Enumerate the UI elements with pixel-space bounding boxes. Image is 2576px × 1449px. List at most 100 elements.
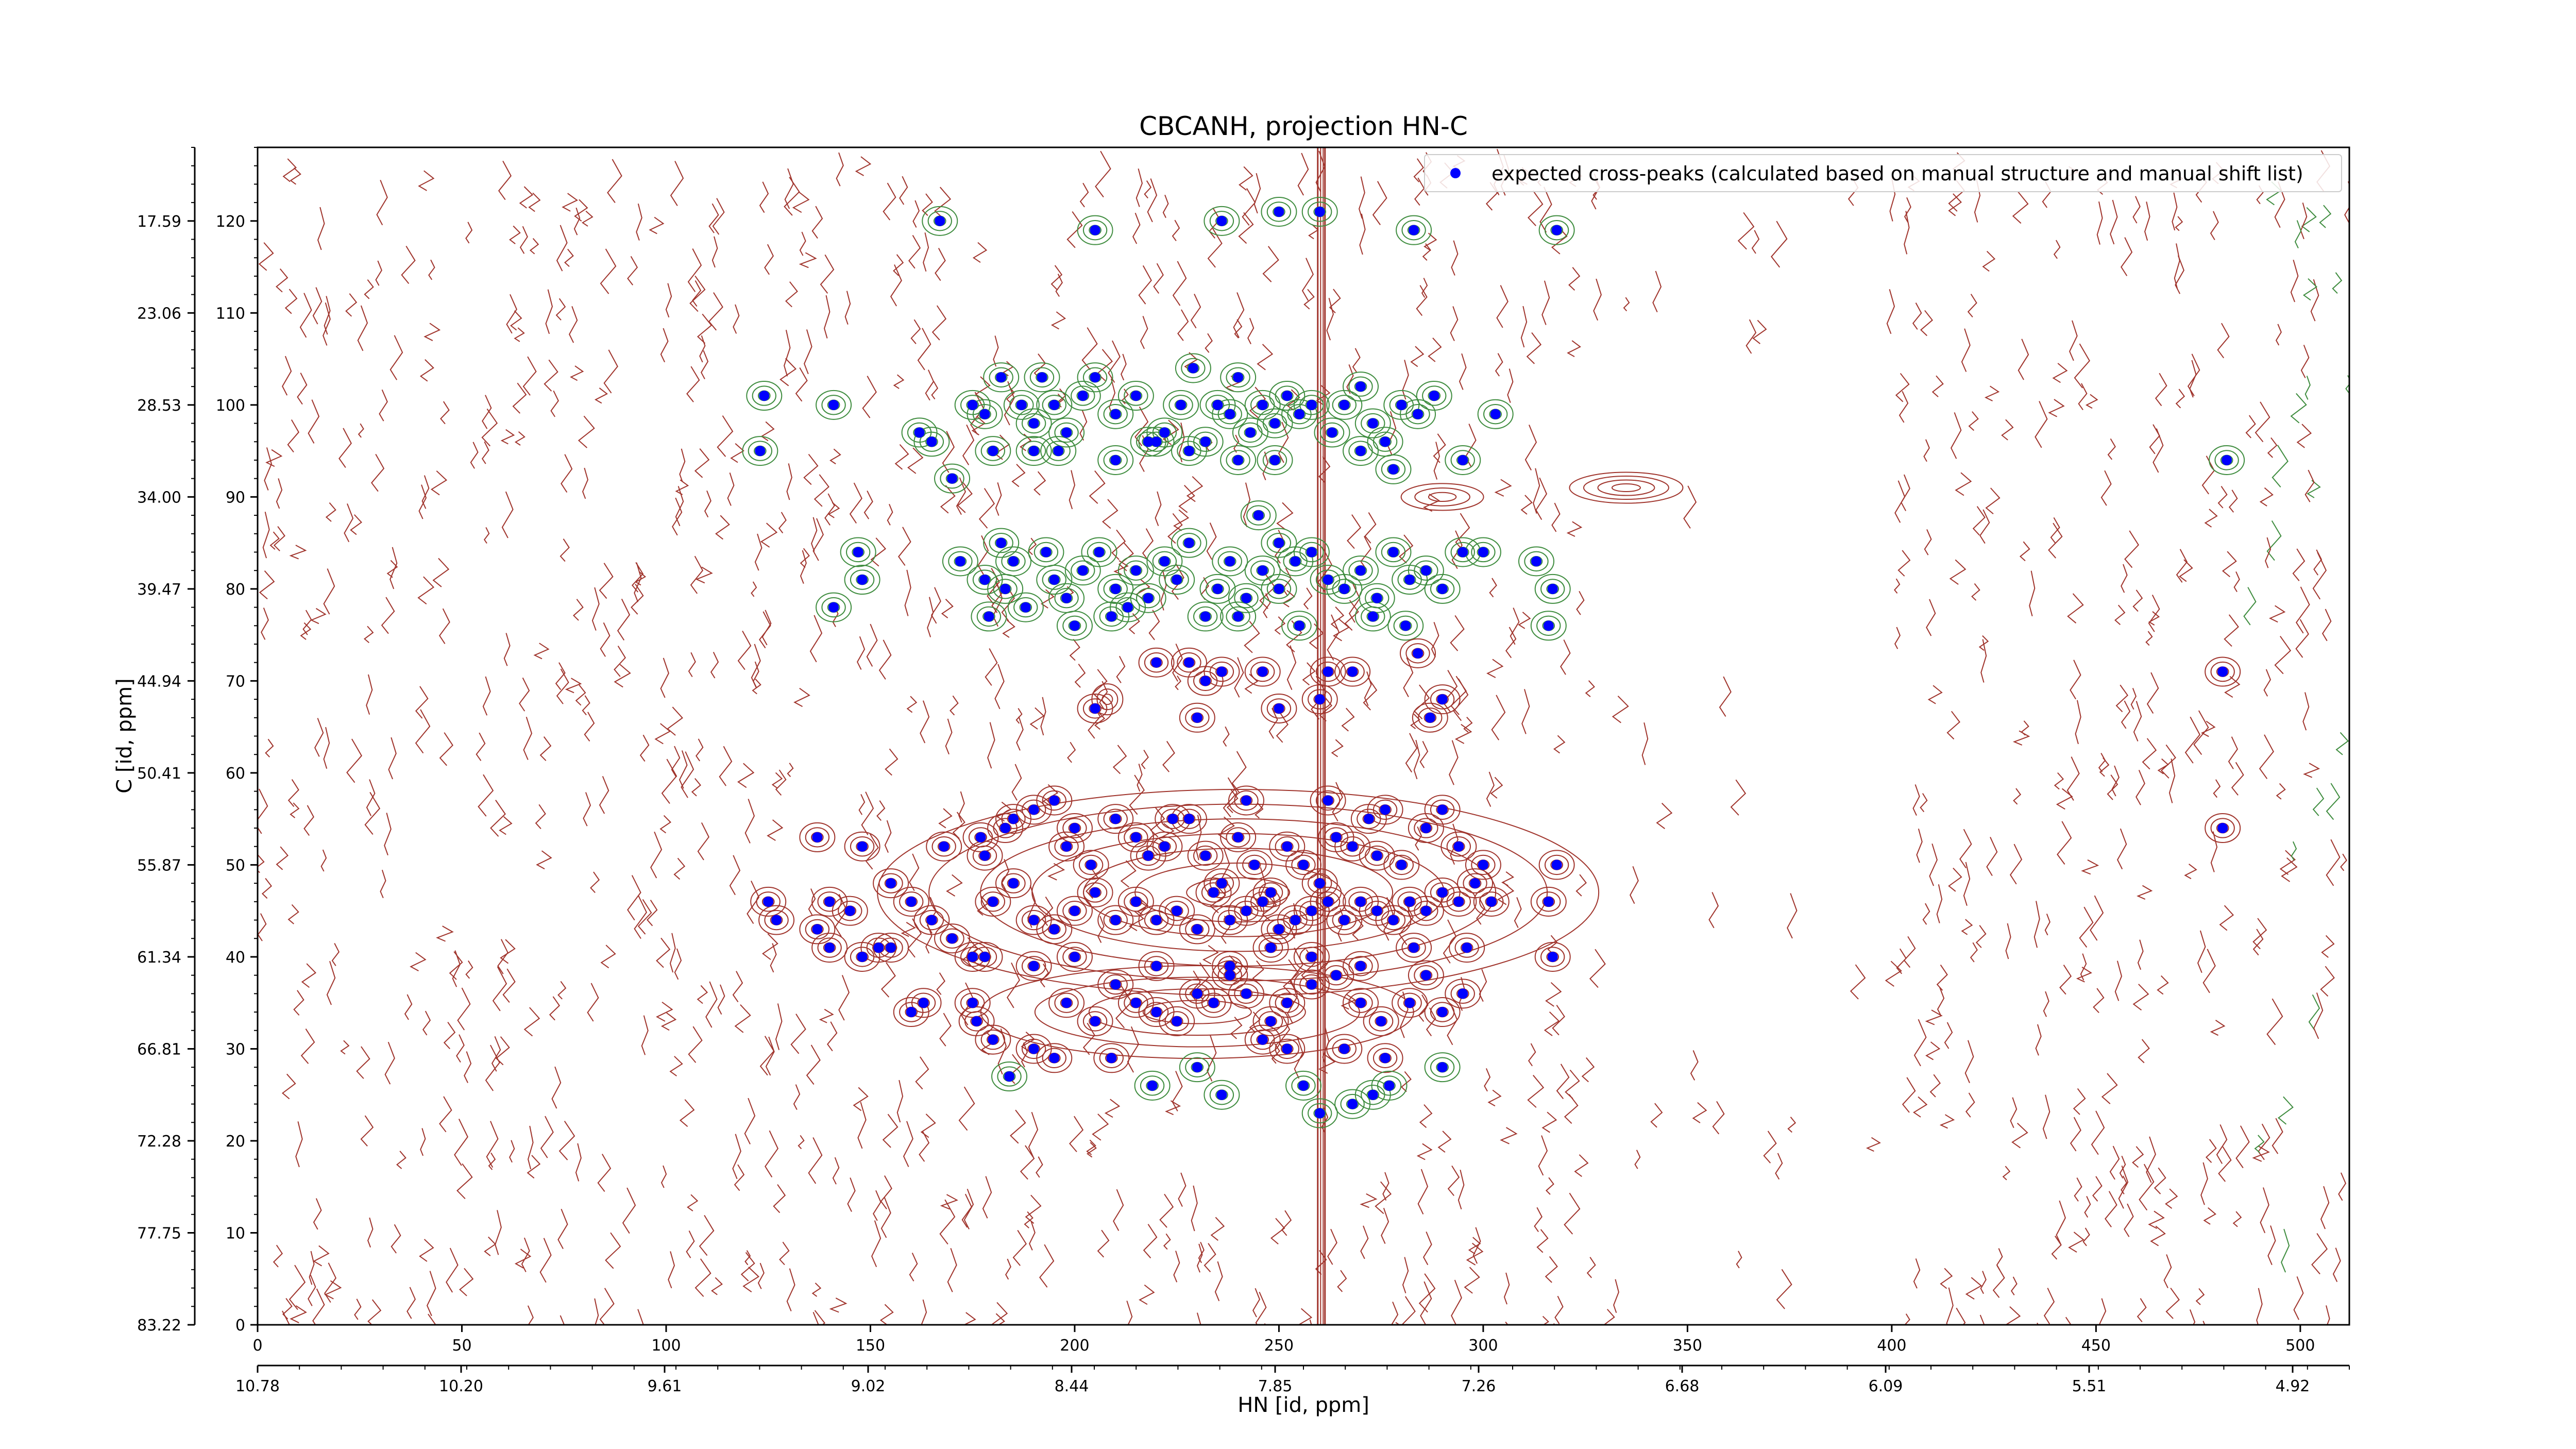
positive-contour	[1193, 845, 1218, 866]
peak-point	[812, 924, 823, 935]
noise-contour	[438, 608, 450, 644]
noise-contour	[2121, 237, 2133, 276]
negative-contour	[1483, 404, 1508, 425]
peak-point	[1069, 620, 1080, 631]
noise-contour	[925, 369, 935, 401]
noise-contour	[1217, 816, 1235, 840]
peak-point	[1265, 1016, 1276, 1026]
positive-contour	[1340, 661, 1365, 682]
negative-contour	[1371, 1070, 1408, 1101]
noise-contour	[978, 488, 995, 529]
noise-contour	[1401, 1296, 1416, 1325]
legend-marker	[1450, 168, 1461, 178]
positive-contour	[980, 891, 1006, 912]
peak-point	[1253, 510, 1264, 521]
noise-contour	[1231, 751, 1247, 794]
peak-point	[1245, 427, 1256, 438]
noise-contour	[495, 1036, 510, 1066]
noise-contour	[2021, 720, 2029, 736]
noise-contour	[308, 1275, 316, 1306]
noise-contour	[1262, 246, 1279, 282]
noise-contour	[856, 636, 866, 670]
noise-contour	[1464, 1267, 1480, 1294]
peak-point	[1069, 823, 1080, 834]
noise-contour	[853, 1087, 869, 1111]
noise-contour	[323, 568, 335, 615]
noise-contour	[2142, 738, 2157, 770]
peak-point	[1008, 878, 1019, 889]
noise-contour	[1708, 892, 1719, 929]
noise-contour	[2001, 419, 2014, 441]
noise-contour	[995, 482, 1002, 516]
negative-contour	[1250, 560, 1275, 581]
positive-contour	[1414, 965, 1438, 986]
positive-contour	[1261, 693, 1297, 723]
noise-contour	[2302, 692, 2310, 731]
noise-contour	[1736, 1251, 1742, 1269]
noise-contour	[1553, 1323, 1555, 1325]
peak-point	[1110, 409, 1121, 419]
peak-point	[1183, 446, 1194, 457]
positive-contour	[1144, 652, 1169, 673]
peak-point	[906, 896, 917, 907]
noise-contour	[522, 356, 537, 396]
noise-contour	[1140, 316, 1148, 349]
negative-contour	[1375, 537, 1412, 567]
negative-contour	[1175, 353, 1211, 383]
noise-contour	[476, 732, 486, 761]
noise-contour	[1950, 412, 1962, 459]
noise-contour	[1920, 793, 1928, 813]
noise-contour	[751, 581, 757, 597]
noise-contour	[1282, 567, 1292, 596]
peak-point	[1192, 988, 1202, 999]
noise-contour	[1113, 1189, 1124, 1231]
peak-point	[1396, 399, 1407, 410]
noise-contour	[1268, 707, 1278, 739]
peak-point	[906, 1007, 917, 1018]
noise-contour	[446, 1248, 459, 1293]
noise-contour	[2255, 401, 2270, 443]
noise-contour	[1006, 962, 1020, 1008]
peak-point	[1147, 1080, 1158, 1091]
negative-contour	[1375, 454, 1412, 484]
negative-contour	[954, 390, 991, 420]
peak-point	[1323, 795, 1333, 806]
noise-contour	[1128, 613, 1140, 634]
noise-contour	[1381, 1208, 1389, 1244]
noise-contour	[276, 846, 289, 870]
positive-contour	[931, 836, 956, 857]
noise-contour	[1979, 509, 1990, 544]
noise-contour	[1489, 578, 1497, 598]
noise-contour	[2073, 1088, 2086, 1115]
positive-contour	[1396, 933, 1432, 963]
positive-contour	[1042, 919, 1066, 940]
noise-contour	[1450, 676, 1467, 715]
positive-contour	[1062, 947, 1087, 967]
noise-contour	[388, 737, 397, 780]
noise-contour	[2136, 770, 2145, 805]
negative-contour	[845, 542, 871, 563]
noise-contour	[917, 328, 931, 370]
noise-contour	[2068, 1232, 2084, 1253]
noise-contour	[1940, 1268, 1953, 1289]
noise-contour	[491, 1036, 501, 1072]
positive-contour	[911, 992, 936, 1013]
noise-contour	[578, 415, 595, 448]
noise-contour	[600, 248, 617, 294]
x2-tick-label: 8.44	[1055, 1377, 1089, 1395]
positive-contour	[954, 941, 991, 972]
noise-contour	[1257, 344, 1274, 370]
noise-contour	[950, 695, 959, 716]
plot-area	[258, 147, 2349, 1325]
positive-contour	[893, 997, 929, 1027]
noise-contour	[1896, 948, 1907, 974]
noise-contour	[784, 177, 800, 216]
noise-contour	[1552, 1004, 1565, 1036]
noise-contour	[1929, 843, 1938, 886]
noise-contour	[1894, 578, 1901, 594]
noise-contour	[2228, 736, 2239, 769]
noise-contour	[773, 1184, 786, 1214]
noise-contour	[1011, 464, 1026, 487]
noise-contour	[694, 1258, 711, 1297]
